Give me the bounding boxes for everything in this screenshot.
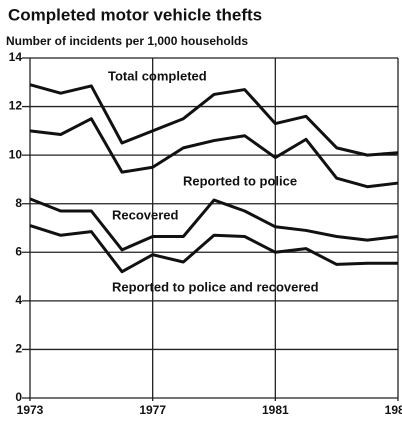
x-tick-label: 1981 <box>262 403 289 417</box>
data-line <box>29 224 398 274</box>
chart-subtitle: Number of incidents per 1,000 households <box>6 34 248 48</box>
y-tick-label: 6 <box>15 244 22 258</box>
data-line <box>29 83 399 157</box>
series-label: Total completed <box>108 68 207 83</box>
y-tick-label: 14 <box>9 50 23 64</box>
series-label: Recovered <box>112 207 179 222</box>
y-tick-label: 12 <box>9 99 23 113</box>
y-tick-label: 4 <box>15 293 22 307</box>
y-tick-label: 0 <box>15 390 22 404</box>
y-tick-label: 10 <box>9 147 23 161</box>
data-line <box>29 117 399 189</box>
x-tick-label: 1985 <box>385 403 402 417</box>
y-tick-label: 8 <box>15 196 22 210</box>
x-tick-label: 1973 <box>17 403 44 417</box>
series-label: Reported to police <box>183 173 297 188</box>
data-line <box>29 197 399 252</box>
y-tick-label: 2 <box>15 342 22 356</box>
chart-title: Completed motor vehicle thefts <box>8 5 262 24</box>
series-label: Reported to police and recovered <box>112 279 319 294</box>
x-tick-label: 1977 <box>139 403 166 417</box>
